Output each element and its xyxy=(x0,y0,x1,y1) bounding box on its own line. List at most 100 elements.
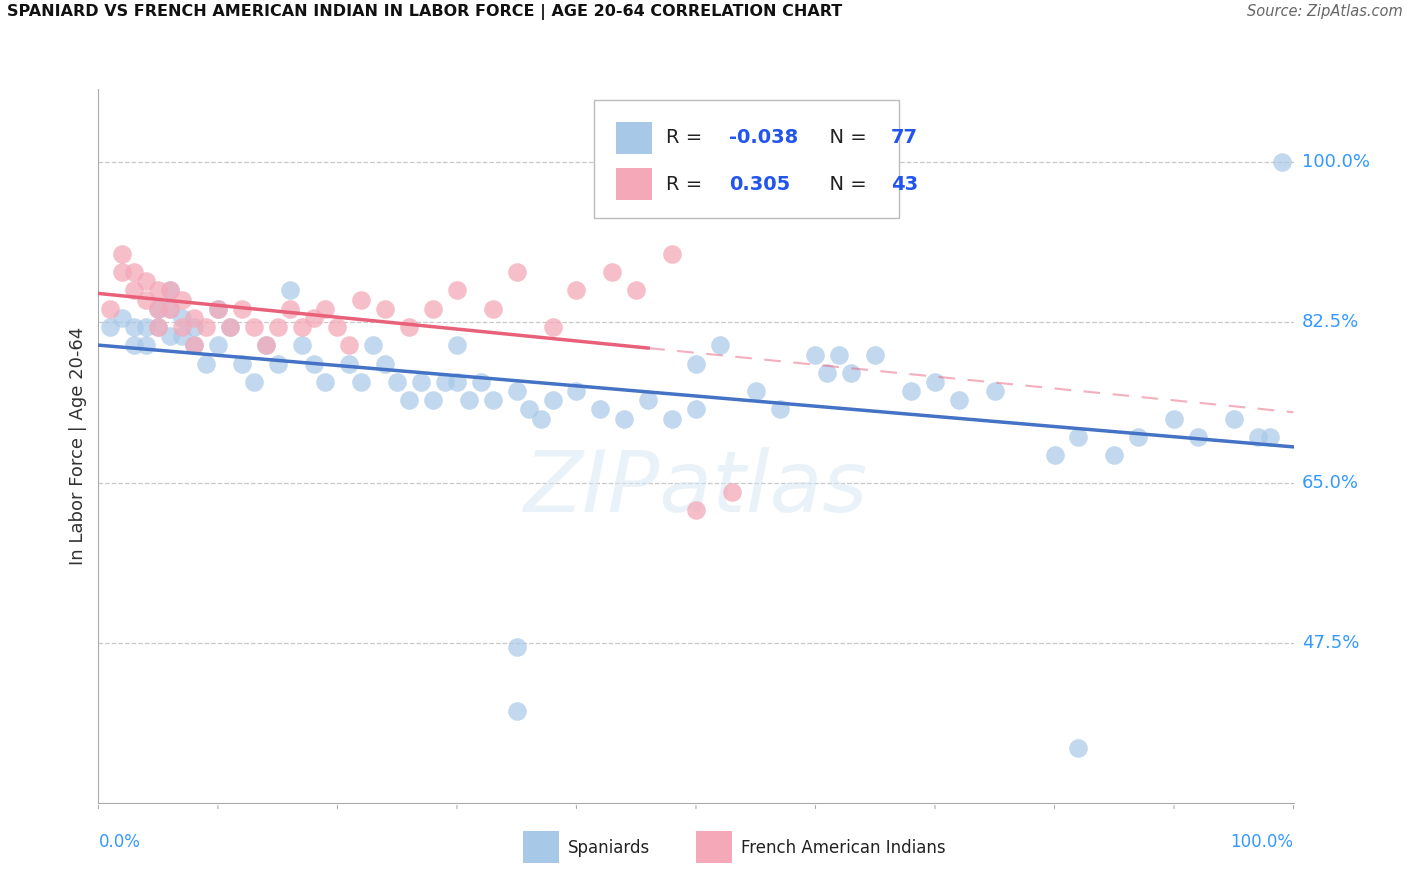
Point xyxy=(565,284,588,298)
Point xyxy=(159,284,181,298)
Point xyxy=(337,338,360,352)
Point xyxy=(111,310,134,325)
Point xyxy=(172,320,194,334)
Point xyxy=(337,357,360,371)
Point xyxy=(815,366,838,380)
Point xyxy=(411,375,433,389)
Text: 100.0%: 100.0% xyxy=(1302,153,1369,171)
Point xyxy=(839,366,862,380)
Bar xyxy=(595,100,900,218)
Point xyxy=(863,347,886,361)
Text: French American Indians: French American Indians xyxy=(741,838,946,856)
Point xyxy=(315,375,337,389)
Text: SPANIARD VS FRENCH AMERICAN INDIAN IN LABOR FORCE | AGE 20-64 CORRELATION CHART: SPANIARD VS FRENCH AMERICAN INDIAN IN LA… xyxy=(7,4,842,21)
Point xyxy=(207,301,229,316)
Point xyxy=(98,301,122,316)
Point xyxy=(159,301,181,316)
Point xyxy=(267,320,290,334)
Point xyxy=(1246,430,1268,444)
Point xyxy=(613,411,636,425)
Point xyxy=(159,284,181,298)
Point xyxy=(600,265,623,279)
Point xyxy=(243,375,266,389)
Point xyxy=(637,393,659,408)
Point xyxy=(243,320,266,334)
Point xyxy=(278,301,301,316)
Point xyxy=(983,384,1005,398)
Point xyxy=(148,301,170,316)
Text: R =: R = xyxy=(666,175,709,194)
Point xyxy=(267,357,290,371)
Point xyxy=(124,320,146,334)
Point xyxy=(1222,411,1246,425)
Point xyxy=(183,320,205,334)
Point xyxy=(624,284,647,298)
Point xyxy=(219,320,242,334)
Point xyxy=(433,375,456,389)
Point xyxy=(194,357,217,371)
Point xyxy=(1067,430,1090,444)
Point xyxy=(254,338,277,352)
Point xyxy=(254,338,277,352)
Point xyxy=(194,320,217,334)
Point xyxy=(517,402,540,417)
Point xyxy=(172,310,194,325)
Text: N =: N = xyxy=(817,128,873,147)
Text: 100.0%: 100.0% xyxy=(1230,833,1294,851)
Point xyxy=(541,320,564,334)
Point xyxy=(183,310,205,325)
Text: 77: 77 xyxy=(891,128,918,147)
Point xyxy=(506,640,529,655)
Point xyxy=(506,265,529,279)
Point xyxy=(1271,155,1294,169)
Y-axis label: In Labor Force | Age 20-64: In Labor Force | Age 20-64 xyxy=(69,326,87,566)
Point xyxy=(172,329,194,343)
Point xyxy=(111,265,134,279)
Point xyxy=(135,320,157,334)
Point xyxy=(768,402,790,417)
Text: 0.305: 0.305 xyxy=(730,175,790,194)
Point xyxy=(326,320,349,334)
Text: N =: N = xyxy=(817,175,873,194)
Point xyxy=(828,347,851,361)
Point xyxy=(721,484,744,499)
Point xyxy=(541,393,564,408)
Text: 65.0%: 65.0% xyxy=(1302,474,1358,491)
Bar xyxy=(523,831,558,863)
Point xyxy=(506,704,529,718)
Point xyxy=(446,375,468,389)
Point xyxy=(709,338,731,352)
Point xyxy=(565,384,588,398)
Point xyxy=(98,320,122,334)
Text: R =: R = xyxy=(666,128,709,147)
Point xyxy=(529,411,551,425)
Point xyxy=(135,338,157,352)
Point xyxy=(278,284,301,298)
Point xyxy=(745,384,768,398)
Point xyxy=(135,274,157,288)
Point xyxy=(1187,430,1209,444)
Point xyxy=(470,375,492,389)
Point xyxy=(111,247,134,261)
Point xyxy=(506,384,529,398)
Point xyxy=(350,293,373,307)
Point xyxy=(374,301,396,316)
Point xyxy=(183,338,205,352)
Point xyxy=(124,265,146,279)
Point xyxy=(148,320,170,334)
Point xyxy=(446,284,468,298)
Point xyxy=(374,357,396,371)
Point xyxy=(661,411,683,425)
Point xyxy=(148,284,170,298)
Point xyxy=(589,402,612,417)
Point xyxy=(290,320,312,334)
Text: 0.0%: 0.0% xyxy=(98,833,141,851)
Point xyxy=(207,338,229,352)
Point xyxy=(685,357,707,371)
Point xyxy=(481,393,505,408)
Text: -0.038: -0.038 xyxy=(730,128,799,147)
Text: ZIPatlas: ZIPatlas xyxy=(524,447,868,531)
Point xyxy=(1258,430,1281,444)
Bar xyxy=(696,831,733,863)
Point xyxy=(948,393,970,408)
